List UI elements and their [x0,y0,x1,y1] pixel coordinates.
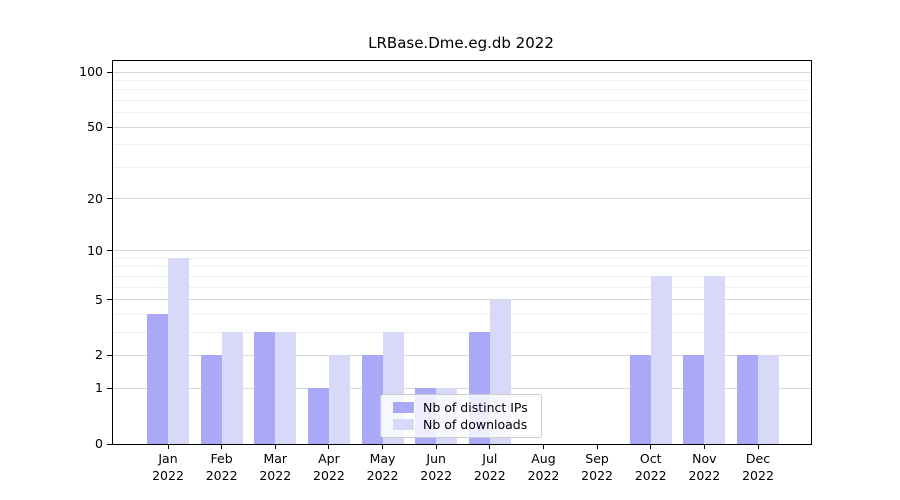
chart-title: LRBase.Dme.eg.db 2022 [368,34,554,52]
y-tick-mark [107,250,112,252]
x-tick-mark [435,444,437,449]
minor-gridline [113,313,811,315]
bar-segment [758,355,779,444]
x-tick-mark [542,444,544,449]
minor-gridline [113,331,811,333]
minor-gridline [113,99,811,101]
x-tick-mark [650,444,652,449]
x-tick-label: Oct 2022 [634,451,667,483]
bar-segment [328,355,350,444]
legend-swatch-distinct-ips [393,402,414,414]
y-tick-label: 20 [87,190,103,206]
y-tick-label: 5 [95,291,103,307]
y-tick-mark [107,443,112,445]
x-tick-label: Nov 2022 [688,451,721,483]
minor-gridline [113,112,811,114]
bar-segment [200,355,222,444]
major-gridline [113,354,811,356]
bar-segment [361,355,383,444]
minor-gridline [113,144,811,146]
x-tick-mark [167,444,169,449]
bar-segment [629,355,651,444]
legend-label-distinct-ips: Nb of distinct IPs [423,400,528,416]
x-tick-label: Jan 2022 [152,451,184,483]
x-tick-mark [703,444,705,449]
x-tick-label: May 2022 [366,451,399,483]
y-tick-label: 10 [87,242,103,258]
bar-segment [254,332,276,444]
major-gridline [113,71,811,73]
x-tick-label: Mar 2022 [259,451,292,483]
bar-segment [221,332,243,444]
x-tick-mark [221,444,223,449]
y-tick-label: 50 [87,119,103,135]
legend-item-downloads: Nb of downloads [393,417,533,432]
y-tick-mark [107,126,112,128]
x-tick-label: Aug 2022 [527,451,560,483]
bar-segment [147,314,168,444]
legend-label-downloads: Nb of downloads [423,416,528,432]
bar-segment [168,258,189,444]
bar-segment [683,355,705,444]
x-tick-mark [328,444,330,449]
x-tick-label: Apr 2022 [313,451,345,483]
legend-swatch-downloads [393,418,414,430]
x-tick-mark [382,444,384,449]
major-gridline [113,387,811,389]
major-gridline [113,250,811,252]
bar-segment [650,276,672,444]
bar-segment [275,332,297,444]
x-tick-mark [596,444,598,449]
major-gridline [113,126,811,128]
bar-segment [737,355,758,444]
y-tick-label: 1 [95,380,103,396]
x-tick-label: Jul 2022 [473,451,506,483]
x-tick-mark [757,444,759,449]
bar-segment [704,276,726,444]
minor-gridline [113,266,811,268]
major-gridline [113,299,811,301]
y-tick-label: 0 [95,436,103,451]
legend-item-distinct-ips: Nb of distinct IPs [393,400,533,415]
y-tick-mark [107,198,112,200]
y-tick-mark [107,71,112,73]
y-tick-mark [107,299,112,301]
y-tick-mark [107,354,112,356]
minor-gridline [113,275,811,277]
x-tick-mark [489,444,491,449]
minor-gridline [113,79,811,81]
minor-gridline [113,286,811,288]
plot-area: 0 1 2 5 10 20 50 100 Jan 2022 Feb 2022 Mar 2022 Apr… [79,60,812,483]
minor-gridline [113,166,811,168]
major-gridline [113,198,811,200]
y-tick-label: 2 [95,347,103,363]
minor-gridline [113,257,811,259]
minor-gridline [113,89,811,91]
y-tick-mark [107,387,112,389]
x-tick-label: Sep 2022 [581,451,613,483]
legend: Nb of distinct IPs Nb of downloads [380,394,542,438]
bar-segment [307,388,329,444]
x-tick-mark [274,444,276,449]
x-tick-label: Feb 2022 [205,451,238,483]
x-tick-label: Jun 2022 [420,451,453,483]
y-tick-label: 100 [79,64,103,79]
x-tick-label: Dec 2022 [742,451,774,483]
